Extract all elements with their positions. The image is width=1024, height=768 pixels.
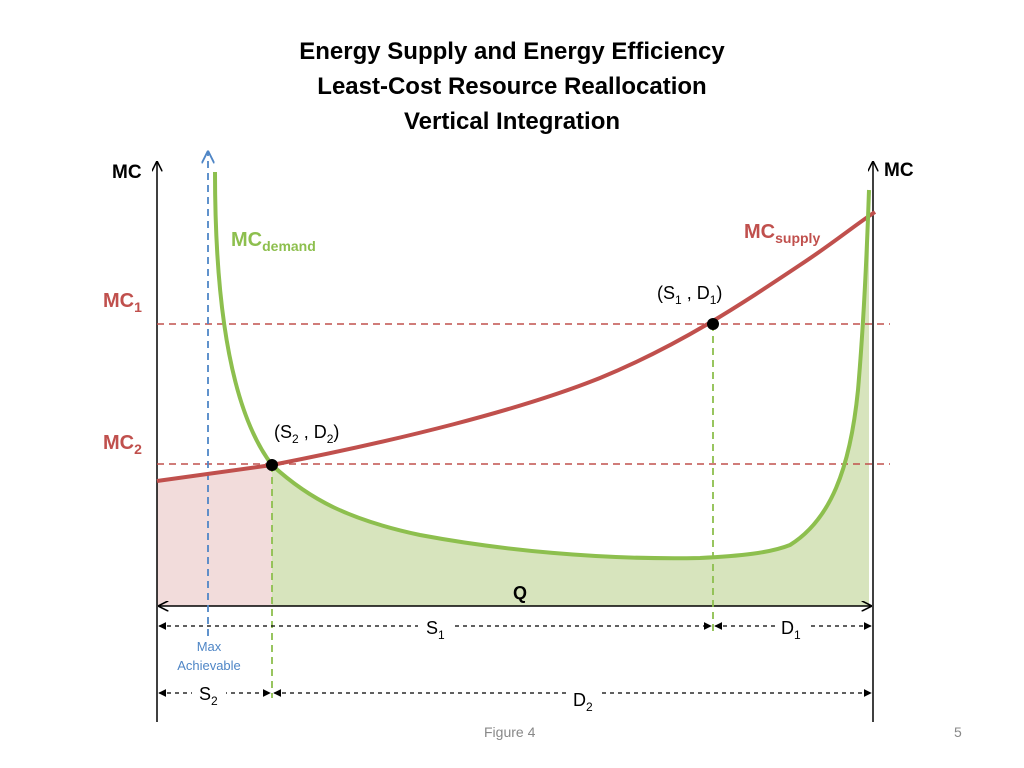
demand-curve-label: MCdemand bbox=[231, 229, 316, 254]
supply-area-fill bbox=[157, 465, 272, 606]
max-achievable-label-line2: Achievable bbox=[177, 658, 241, 673]
title-line-1: Energy Supply and Energy Efficiency bbox=[299, 38, 725, 65]
demand-curve bbox=[213, 171, 871, 561]
max-achievable-label-line1: Max bbox=[197, 639, 222, 654]
left-axis-label: MC bbox=[112, 162, 142, 183]
s1-span-label: S1 bbox=[426, 618, 445, 642]
supply-curve-label: MCsupply bbox=[744, 221, 820, 246]
point-s1-d1-label: (S1 , D1) bbox=[657, 283, 722, 307]
demand-area-fill bbox=[272, 190, 869, 606]
point-s2-d2-label: (S2 , D2) bbox=[274, 422, 339, 446]
point-s1-d1 bbox=[707, 318, 719, 330]
figure-caption: Figure 4 bbox=[484, 724, 536, 740]
title-line-2: Least-Cost Resource Reallocation bbox=[317, 73, 707, 100]
d2-span-label: D2 bbox=[573, 690, 593, 714]
right-axis-label: MC bbox=[884, 160, 914, 181]
q-axis-label: Q bbox=[513, 583, 527, 603]
d1-span-label: D1 bbox=[781, 618, 801, 642]
supply-curve bbox=[156, 210, 877, 483]
s2-span-label: S2 bbox=[199, 684, 218, 708]
point-s2-d2 bbox=[266, 459, 278, 471]
mc1-label: MC1 bbox=[103, 290, 142, 315]
page-number: 5 bbox=[954, 724, 962, 740]
mc2-label: MC2 bbox=[103, 432, 142, 457]
title-line-3: Vertical Integration bbox=[403, 108, 621, 135]
